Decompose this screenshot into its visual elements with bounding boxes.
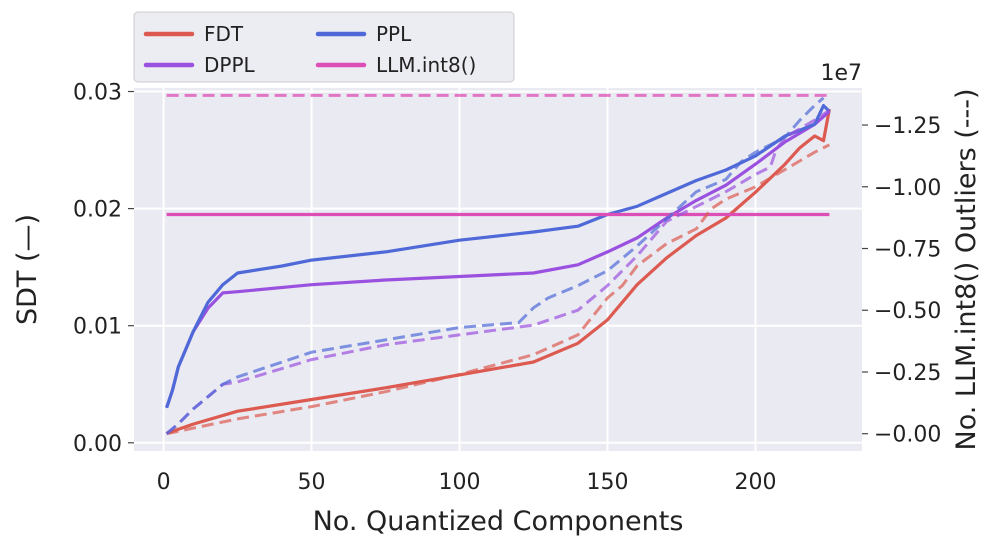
y-tick-label-left: 0.00 <box>73 432 122 457</box>
y-axis-label-right: No. LLM.int8() Outliers (---) <box>951 88 982 450</box>
y-tick-label-right: −0.75 <box>874 238 941 263</box>
x-axis-label: No. Quantized Components <box>313 506 684 537</box>
outlier-series <box>165 93 831 436</box>
y-tick-label-right: −0.00 <box>874 423 941 448</box>
legend-label: LLM.int8() <box>376 53 476 77</box>
x-tick-label: 150 <box>586 470 628 495</box>
x-tick-label: 50 <box>298 470 326 495</box>
outlier-line-ppl <box>165 96 825 435</box>
sdt-line-fdt <box>166 108 831 435</box>
axes: 0 50 100 150 200 0.00 0.01 0.02 0.03 −0.00 −0.25 −0… <box>73 81 941 495</box>
y-tick-label-left: 0.03 <box>73 81 122 106</box>
legend-label: DPPL <box>204 53 256 77</box>
right-axis-multiplier: 1e7 <box>820 61 862 86</box>
y-tick-label-right: −1.25 <box>874 114 941 139</box>
y-tick-label-left: 0.01 <box>73 315 122 340</box>
plot-background <box>134 88 862 451</box>
x-tick-label: 0 <box>157 470 171 495</box>
y-tick-label-left: 0.02 <box>73 198 122 223</box>
legend-label: FDT <box>204 22 244 46</box>
grid <box>134 88 862 451</box>
x-tick-label: 200 <box>734 470 776 495</box>
legend: FDT DPPL PPL LLM.int8() <box>133 11 515 83</box>
legend-box <box>133 11 515 83</box>
sdt-series <box>165 104 831 435</box>
y-tick-label-right: −0.50 <box>874 299 941 324</box>
y-tick-label-right: −1.00 <box>874 176 941 201</box>
y-tick-label-right: −0.25 <box>874 361 941 386</box>
x-tick-label: 100 <box>439 470 481 495</box>
sdt-line-ppl <box>165 104 831 409</box>
y-axis-label-left: SDT (—) <box>12 214 43 325</box>
legend-label: PPL <box>376 22 412 46</box>
